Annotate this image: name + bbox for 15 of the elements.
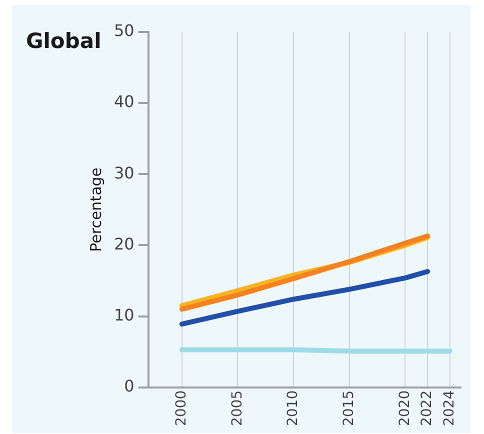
y-tick-label: 0 [124, 376, 134, 396]
y-tick-label: 10 [114, 305, 134, 324]
x-tick-label: 2000 [174, 390, 190, 426]
chart-title: Global [26, 29, 102, 53]
y-tick-label: 30 [114, 163, 134, 182]
y-axis-title: Percentage [86, 167, 105, 252]
y-tick-label: 20 [114, 234, 134, 254]
x-tick-label: 2015 [341, 390, 358, 426]
x-tick-label: 2022 [419, 390, 436, 426]
x-tick-label: 2005 [229, 390, 246, 426]
y-tick-label: 50 [114, 21, 134, 40]
y-tick-label: 40 [114, 92, 134, 112]
x-tick-label: 2024 [442, 390, 458, 426]
x-tick-label: 2010 [285, 390, 302, 426]
x-tick-label: 2020 [396, 390, 413, 426]
